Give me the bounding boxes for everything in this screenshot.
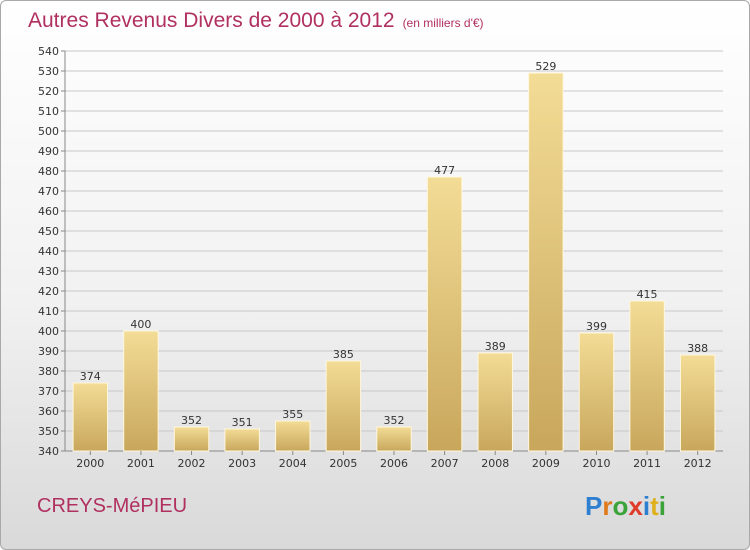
bar-2010: [578, 332, 615, 452]
value-label-2001: 400: [130, 318, 151, 331]
y-tick-label: 490: [38, 145, 59, 158]
y-tick-label: 540: [38, 45, 59, 58]
x-tick-label-2006: 2006: [380, 457, 408, 470]
x-tick-label-2001: 2001: [127, 457, 155, 470]
value-label-2002: 352: [181, 414, 202, 427]
y-tick-label: 520: [38, 85, 59, 98]
logo-letter: i: [658, 491, 666, 521]
value-label-2004: 355: [282, 408, 303, 421]
y-tick-label: 340: [38, 445, 59, 458]
value-label-2010: 399: [586, 320, 607, 333]
grid-lines: [65, 50, 723, 452]
value-label-2003: 351: [232, 416, 253, 429]
x-tick-label-2007: 2007: [431, 457, 459, 470]
bar-2006: [376, 426, 412, 452]
town-name: CREYS-MéPIEU: [37, 495, 188, 517]
logo-letter: x: [628, 491, 643, 521]
bar-2011: [629, 300, 665, 452]
y-tick-label: 420: [38, 285, 59, 298]
logo-letter: P: [585, 491, 603, 521]
y-tick-label: 350: [38, 425, 59, 438]
x-tick-label-2003: 2003: [228, 457, 256, 470]
y-tick-label: 400: [38, 325, 59, 338]
y-tick-label: 440: [38, 245, 59, 258]
x-tick-label-2011: 2011: [633, 457, 661, 470]
y-tick-label: 530: [38, 65, 59, 78]
y-tick-label: 500: [38, 125, 59, 138]
bar-2009: [528, 72, 564, 452]
chart-title: Autres Revenus Divers de 2000 à 2012 (en …: [28, 9, 484, 33]
bars: [72, 72, 716, 452]
x-tick-label-2010: 2010: [582, 457, 610, 470]
y-tick-label: 370: [38, 385, 59, 398]
x-tick-label-2002: 2002: [178, 457, 206, 470]
bar-2002: [173, 426, 210, 452]
y-tick-label: 410: [38, 305, 59, 318]
bar-2003: [224, 428, 260, 452]
y-tick-label: 360: [38, 405, 59, 418]
x-axis-ticks: 2000 2001 2002 2003 2004 2005 2006 2007 2008 2009…: [76, 451, 712, 470]
value-label-2012: 388: [687, 342, 708, 355]
logo-letter: t: [650, 491, 659, 521]
value-label-2006: 352: [384, 414, 405, 427]
y-tick-label: 460: [38, 205, 59, 218]
y-tick-label: 430: [38, 265, 59, 278]
value-label-2007: 477: [434, 164, 455, 177]
value-label-2008: 389: [485, 340, 506, 353]
value-label-2009: 529: [535, 60, 556, 73]
value-label-2011: 415: [637, 288, 658, 301]
x-tick-label-2009: 2009: [532, 457, 560, 470]
y-tick-label: 380: [38, 365, 59, 378]
x-tick-label-2012: 2012: [684, 457, 712, 470]
x-tick-label-2008: 2008: [481, 457, 509, 470]
bar-2001: [123, 330, 159, 452]
proxiti-logo: Proxiti: [585, 491, 666, 522]
logo-letter: r: [602, 491, 613, 521]
bar-2012: [679, 354, 716, 452]
x-tick-label-2004: 2004: [279, 457, 307, 470]
y-tick-label: 450: [38, 225, 59, 238]
x-tick-label-2005: 2005: [329, 457, 357, 470]
logo-letter: i: [642, 491, 651, 521]
bar-2004: [275, 420, 311, 452]
bar-2008: [477, 352, 513, 452]
y-tick-label: 510: [38, 105, 59, 118]
chart-title-text: Autres Revenus Divers de 2000 à 2012: [28, 9, 395, 32]
y-tick-label: 390: [38, 345, 59, 358]
logo-letter: o: [612, 491, 629, 521]
value-label-2000: 374: [80, 370, 101, 383]
y-tick-label: 480: [38, 165, 59, 178]
bar-2000: [72, 382, 109, 452]
value-labels: 374 400 352 351 355 385 352 477 389 529 399 415 388: [80, 60, 708, 429]
value-label-2005: 385: [333, 348, 354, 361]
chart-unit: (en milliers d'€): [402, 16, 484, 30]
x-tick-label-2000: 2000: [76, 457, 104, 470]
bar-2007: [426, 176, 463, 452]
y-tick-label: 470: [38, 185, 59, 198]
bar-2005: [325, 360, 362, 452]
